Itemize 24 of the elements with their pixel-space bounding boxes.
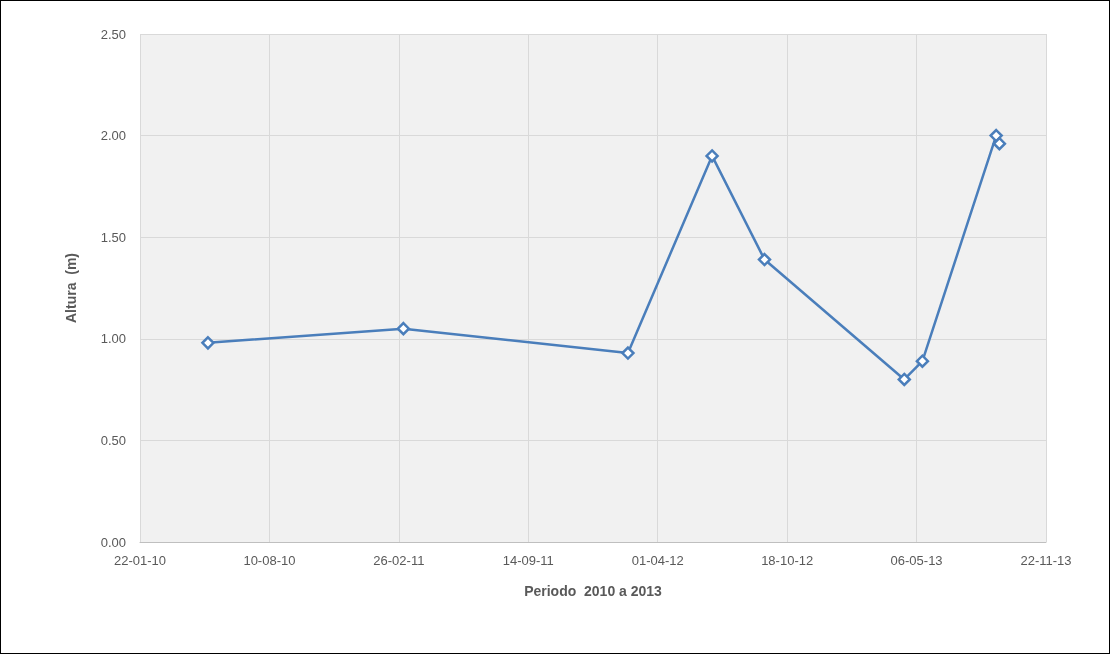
point <box>757 252 772 267</box>
point <box>897 372 912 387</box>
x-tick-label: 01-04-12 <box>631 553 684 568</box>
x-tick-label: 22-01-10 <box>113 553 167 568</box>
x-tick-label: 26-02-11 <box>373 553 425 568</box>
x-tick-label: 18-10-12 <box>761 553 814 568</box>
point <box>915 354 930 368</box>
point <box>621 346 635 360</box>
point <box>201 336 215 350</box>
point <box>396 321 411 336</box>
x-tick-label: 14-09-11 <box>502 553 554 568</box>
y-tick-label: 1.50 <box>100 229 126 245</box>
point <box>992 136 1007 151</box>
y-tick-label: 0.00 <box>100 534 126 550</box>
x-axis-title: Periodo 2010 a 2013 <box>524 583 663 599</box>
y-axis-title: Altura (m) <box>63 253 79 323</box>
y-tick-label: 1.00 <box>100 331 126 347</box>
x-tick-label: 06-05-13 <box>890 553 943 568</box>
point <box>705 149 719 163</box>
y-tick-label: 0.50 <box>100 432 126 448</box>
x-tick-label: 22-11-13 <box>1020 553 1072 568</box>
y-tick-label: 2.00 <box>100 128 126 144</box>
y-tick-label: 2.50 <box>100 26 126 42</box>
x-tick-label: 10-08-10 <box>243 553 296 568</box>
